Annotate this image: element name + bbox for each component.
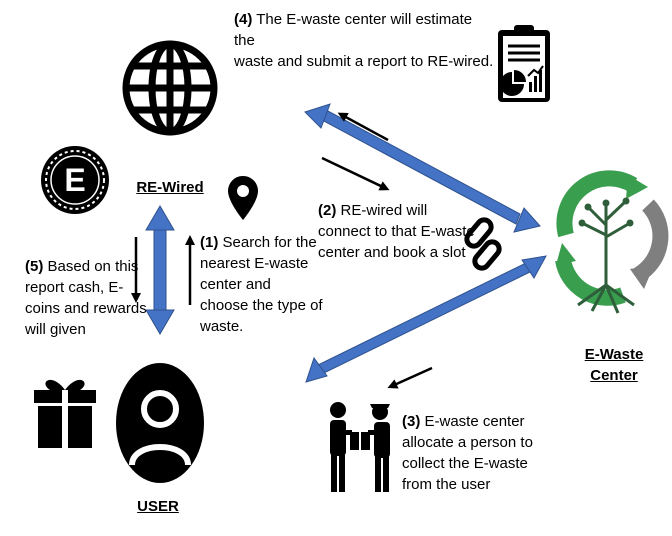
ewaste-center-logo-icon bbox=[555, 170, 669, 314]
user-ewaste-double-arrow bbox=[305, 255, 547, 383]
step3-number: (3) bbox=[402, 413, 421, 430]
step1-text: (1) Search for the nearest E-waste cente… bbox=[200, 234, 323, 335]
step2-thin-arrow bbox=[321, 156, 390, 191]
step4-text: (4) The E-waste center will estimate the… bbox=[234, 11, 494, 70]
step2-text: (2) RE-wired will connect to that E-wast… bbox=[318, 202, 475, 261]
step2-number: (2) bbox=[318, 202, 337, 219]
location-pin-icon bbox=[228, 176, 258, 220]
delivery-people-icon bbox=[330, 402, 390, 492]
step3-thin-arrow bbox=[387, 366, 433, 389]
rewired-ewaste-double-arrow bbox=[304, 103, 541, 233]
step4-thin-arrow bbox=[337, 112, 389, 142]
globe-icon bbox=[122, 40, 218, 136]
step5-number: (5) bbox=[25, 258, 44, 275]
step3-text: (3) E-waste center allocate a person to … bbox=[402, 413, 533, 493]
step-thin-arrows bbox=[131, 112, 433, 389]
rewired-label: RE-Wired bbox=[136, 179, 204, 196]
report-clipboard-icon bbox=[498, 25, 550, 102]
step5-text: (5) Based on this report cash, E- coins … bbox=[25, 258, 147, 338]
step1-number: (1) bbox=[200, 234, 219, 251]
ewaste-center-label: E-Waste Center bbox=[584, 346, 644, 384]
user-label: USER bbox=[137, 498, 179, 515]
rewired-user-double-arrow bbox=[145, 205, 175, 335]
svg-text:E: E bbox=[64, 162, 85, 198]
user-avatar-icon bbox=[116, 363, 204, 483]
chain-link-icon bbox=[464, 217, 502, 271]
step4-number: (4) bbox=[234, 11, 253, 28]
gift-icon bbox=[34, 379, 96, 448]
ecoin-emblem-icon: E bbox=[41, 146, 109, 214]
